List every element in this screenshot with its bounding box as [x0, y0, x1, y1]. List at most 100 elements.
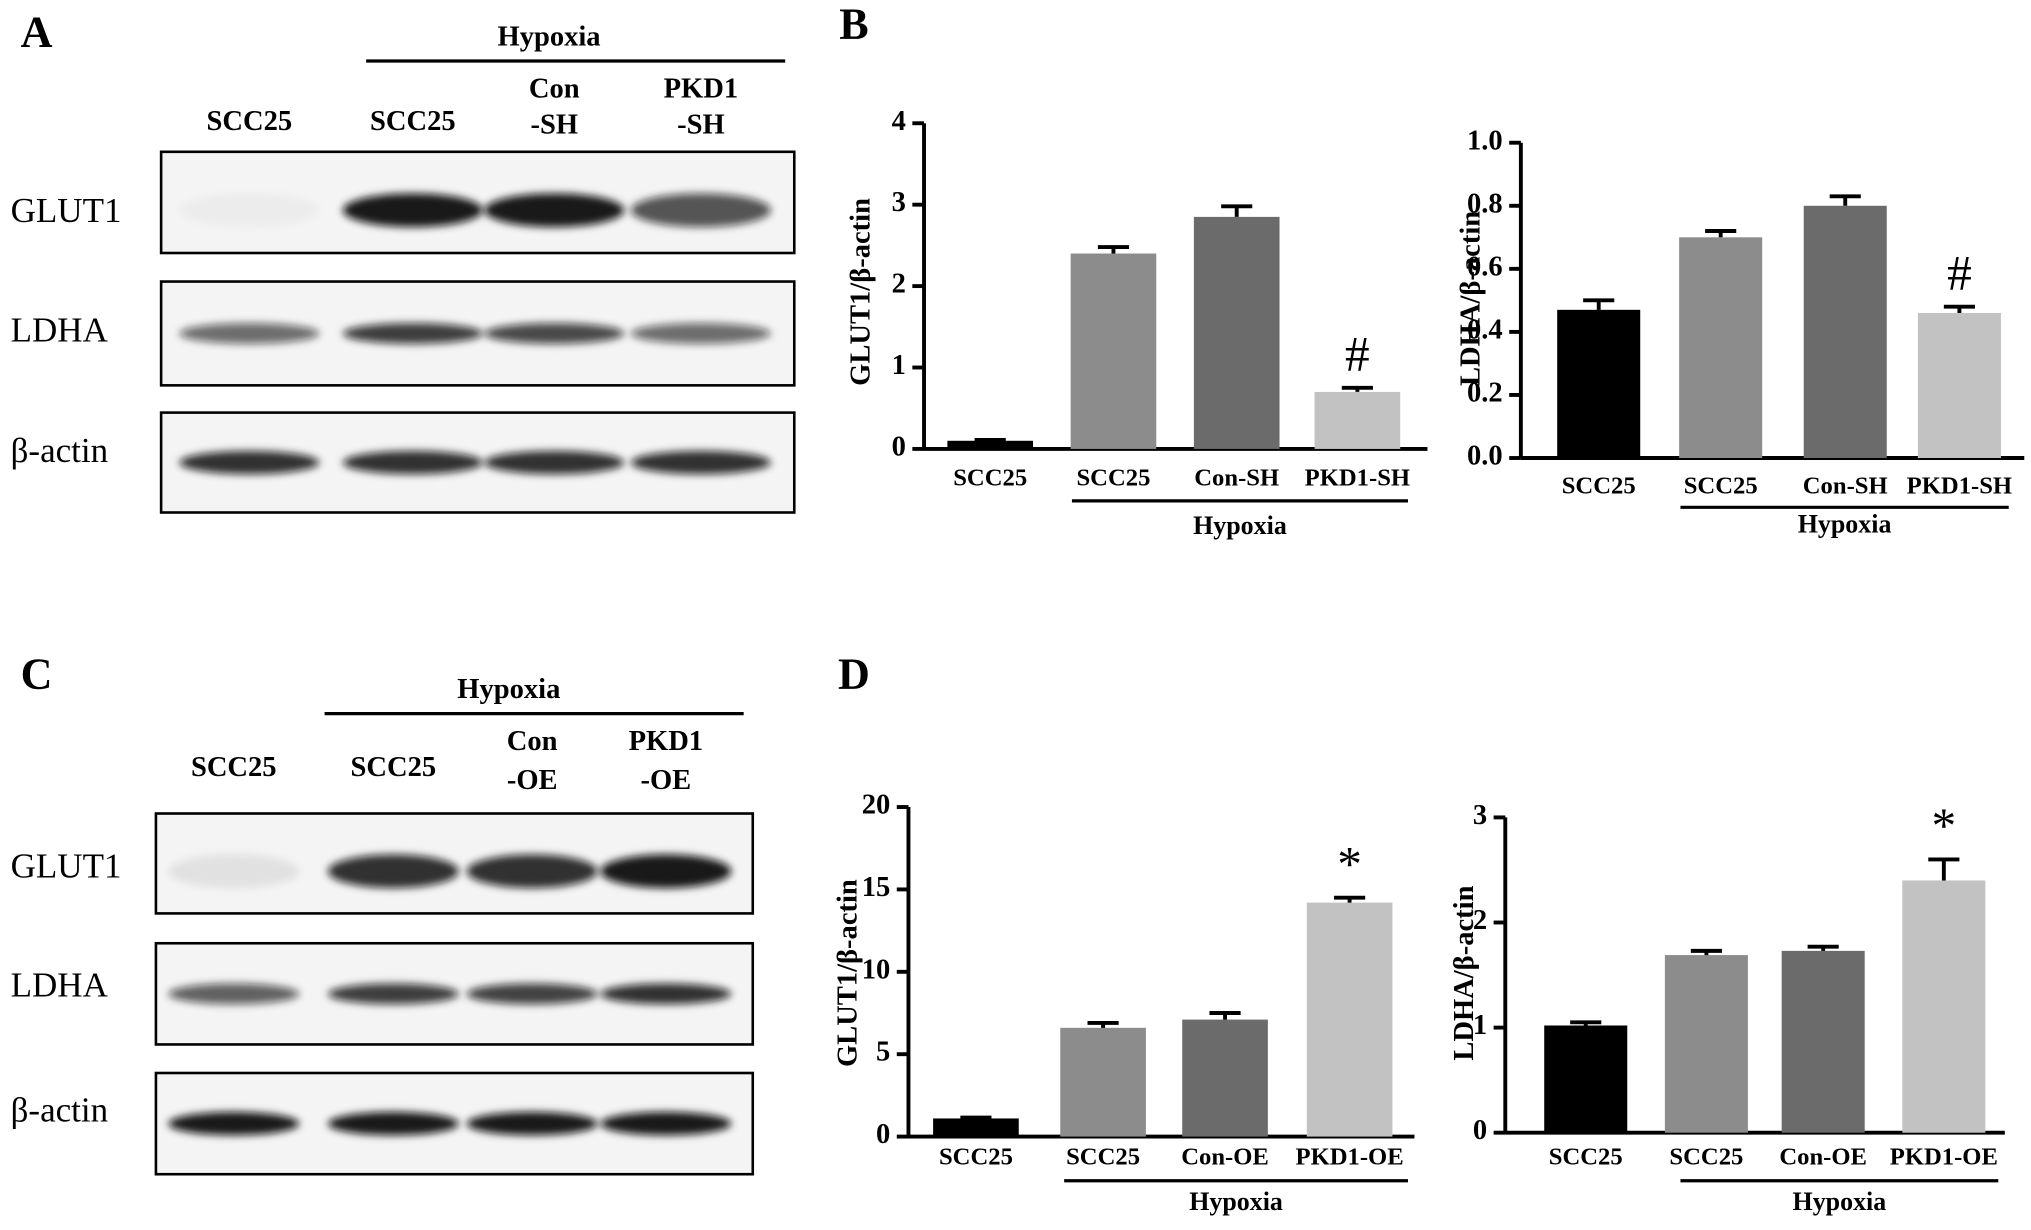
- x-tick-label: PKD1-OE: [1890, 1143, 1998, 1170]
- bar: [1679, 237, 1763, 459]
- x-tick-label: SCC25: [1076, 465, 1150, 492]
- lane-label: SCC25: [370, 106, 456, 137]
- y-axis-label: LDHA/β-actin: [1449, 885, 1480, 1060]
- bar: [1902, 880, 1986, 1133]
- x-tick-label: SCC25: [1549, 1143, 1623, 1170]
- y-tick-label: 0.6: [1467, 251, 1503, 282]
- y-axis-label: LDHA/β-actin: [1455, 211, 1486, 386]
- lane-label: Con: [507, 726, 558, 757]
- y-tick-label: 0: [876, 1119, 890, 1150]
- y-tick-label: 15: [862, 872, 891, 903]
- row-label: GLUT1: [11, 846, 122, 885]
- annotation: #: [1947, 245, 1972, 300]
- lane-label: PKD1: [664, 73, 739, 104]
- y-axis-label: GLUT1/β-actin: [846, 198, 877, 386]
- y-axis-label: GLUT1/β-actin: [833, 879, 864, 1067]
- bar: [1193, 216, 1280, 449]
- x-tick-label: Con-OE: [1181, 1143, 1269, 1170]
- bar: [1557, 309, 1641, 459]
- error-bar: [1570, 1020, 1602, 1026]
- x-tick-label: Con-SH: [1803, 473, 1888, 500]
- x-tick-label: PKD1-SH: [1305, 465, 1410, 492]
- y-tick-label: 10: [862, 954, 891, 985]
- lane-label: SCC25: [191, 752, 277, 783]
- y-tick-label: 4: [892, 106, 906, 137]
- y-tick-label: 3: [892, 187, 906, 218]
- error-bar: [1807, 944, 1839, 951]
- group-label: Hypoxia: [1189, 1187, 1283, 1216]
- error-bar: [974, 438, 1006, 442]
- blot-band: [342, 193, 483, 228]
- bar: [1182, 1019, 1268, 1137]
- y-tick-label: 2: [1473, 905, 1487, 936]
- y-tick-label: 0: [1473, 1115, 1487, 1146]
- x-tick-label: SCC25: [1669, 1143, 1743, 1170]
- error-bar: [1690, 948, 1722, 956]
- error-bar: [1829, 194, 1861, 206]
- x-tick-label: SCC25: [939, 1143, 1013, 1170]
- bar: [1306, 902, 1393, 1137]
- bar: [1544, 1025, 1628, 1133]
- bar: [933, 1118, 1019, 1137]
- group-label: Hypoxia: [498, 21, 601, 52]
- lane-label: SCC25: [351, 752, 437, 783]
- error-bar: [1705, 229, 1737, 238]
- bar: [947, 440, 1034, 449]
- x-tick-label: PKD1-OE: [1296, 1143, 1404, 1170]
- error-bar: [1928, 857, 1960, 881]
- lane-label: PKD1: [629, 726, 704, 757]
- error-bar: [1583, 298, 1615, 310]
- lane-label: -SH: [677, 110, 725, 141]
- blot-band: [484, 323, 625, 344]
- x-tick-label: SCC25: [953, 465, 1027, 492]
- group-label: Hypoxia: [1793, 1187, 1887, 1216]
- blot-band: [600, 983, 732, 1005]
- blot-band: [630, 450, 771, 475]
- error-bar: [960, 1115, 992, 1120]
- blot-band: [342, 323, 483, 344]
- blot-band: [168, 983, 300, 1005]
- bar: [1803, 205, 1887, 459]
- y-tick-label: 0.8: [1467, 188, 1503, 219]
- blot-band: [630, 193, 771, 228]
- y-tick-label: 0.0: [1467, 441, 1503, 472]
- bar: [1781, 950, 1865, 1133]
- blot-band: [179, 323, 320, 344]
- y-tick-label: 1: [892, 350, 906, 381]
- y-tick-label: 1: [1473, 1010, 1487, 1041]
- annotation: *: [1932, 798, 1957, 853]
- x-tick-label: Con-SH: [1194, 465, 1279, 492]
- y-tick-label: 0: [892, 431, 906, 462]
- x-tick-label: SCC25: [1066, 1143, 1140, 1170]
- y-tick-label: 0.2: [1467, 377, 1503, 408]
- row-label: LDHA: [11, 310, 109, 349]
- row-label: GLUT1: [11, 191, 122, 230]
- group-label: Hypoxia: [1193, 511, 1287, 540]
- y-tick-label: 20: [862, 790, 891, 821]
- blot-band: [327, 854, 459, 889]
- blot-band: [179, 193, 319, 227]
- x-tick-label: PKD1-SH: [1907, 473, 2012, 500]
- error-bar: [1943, 304, 1975, 313]
- panel-letter: C: [21, 650, 53, 699]
- blot-band: [327, 983, 459, 1005]
- lane-label: -OE: [507, 765, 558, 796]
- lane-label: -SH: [530, 110, 578, 141]
- x-tick-label: SCC25: [1562, 473, 1636, 500]
- blot-band: [179, 450, 320, 475]
- y-tick-label: 1.0: [1467, 125, 1503, 156]
- blot-band: [168, 1111, 300, 1136]
- error-bar: [1341, 385, 1373, 392]
- x-tick-label: SCC25: [1684, 473, 1758, 500]
- blot-band: [600, 1111, 732, 1136]
- lane-label: -OE: [640, 765, 691, 796]
- panel-letter: B: [839, 0, 868, 49]
- bar: [1664, 955, 1748, 1133]
- blot-band: [484, 450, 625, 475]
- blot-band: [466, 854, 598, 889]
- group-label: Hypoxia: [457, 674, 560, 705]
- row-label: LDHA: [11, 966, 109, 1005]
- group-label: Hypoxia: [1798, 510, 1892, 539]
- x-tick-label: Con-OE: [1779, 1143, 1867, 1170]
- bar: [1060, 1027, 1146, 1137]
